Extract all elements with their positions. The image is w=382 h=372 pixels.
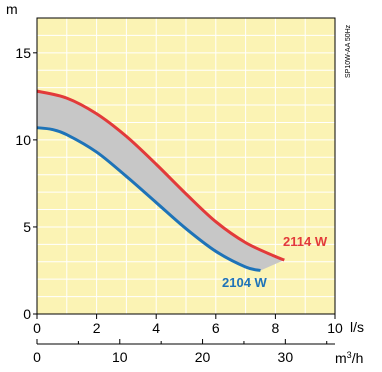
curve-2104w: [36, 126, 261, 272]
y-tick-label: 5: [23, 219, 31, 235]
y-axis-ticks: 0 5 10 15: [15, 45, 37, 322]
performance-band: [37, 91, 285, 271]
x-axis-unit-primary: l/s: [350, 319, 364, 335]
y-axis-unit: m: [6, 1, 18, 17]
plot-border: [36, 17, 336, 315]
x-tick-label: 10: [327, 320, 343, 336]
y-tick-label: 15: [15, 45, 31, 61]
x-axis-ticks: 0 2 4 6 8 10: [33, 314, 343, 336]
x-tick-label: 2: [93, 320, 101, 336]
y-tick-label: 10: [15, 132, 31, 148]
x-tick-label: 0: [33, 320, 41, 336]
x2-tick-label: 30: [278, 349, 294, 365]
series-label-2114w: 2114 W: [283, 234, 328, 249]
x-tick-label: 6: [212, 320, 220, 336]
model-side-label: SP10W-AA 50Hz: [345, 24, 352, 78]
x2-tick-label: 10: [112, 349, 128, 365]
x2-axis-ticks: 0 10 20 30: [33, 339, 335, 365]
x-tick-label: 4: [152, 320, 160, 336]
x2-tick-label: 20: [195, 349, 211, 365]
series-label-2104w: 2104 W: [222, 275, 268, 290]
curve-2114w: [36, 89, 285, 262]
y-tick-label: 0: [23, 306, 31, 322]
x-axis-unit-secondary: m3/h: [335, 350, 363, 366]
x2-tick-label: 0: [33, 349, 41, 365]
x-tick-label: 8: [272, 320, 280, 336]
